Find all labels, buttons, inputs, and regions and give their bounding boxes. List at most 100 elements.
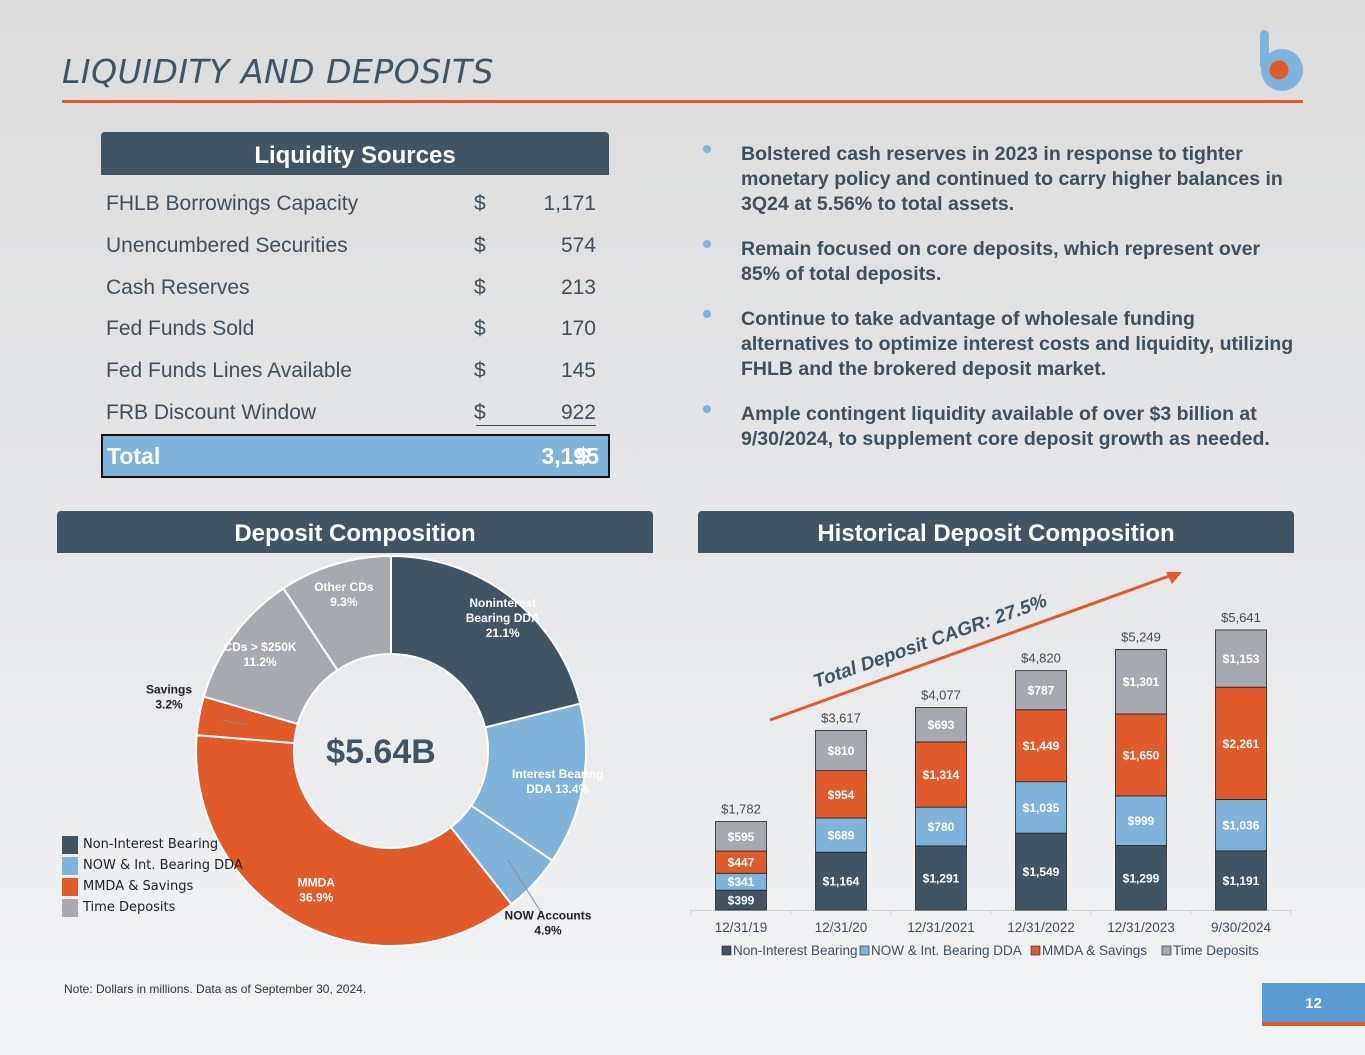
bullet-item: Bolstered cash reserves in 2023 in respo… (700, 142, 1300, 217)
bar-segment-label: $1,291 (923, 871, 960, 885)
bar-segment-label: $2,261 (1223, 737, 1260, 751)
donut-slice-label: 36.9% (299, 890, 333, 904)
legend-label: MMDA & Savings (1042, 943, 1147, 958)
bar-segment (1115, 795, 1167, 846)
donut-slice-label: DDA 13.4% (526, 782, 589, 796)
bar-segment-label: $1,153 (1223, 652, 1260, 666)
subtotal-underline (476, 425, 596, 426)
bullet-dot-icon (703, 310, 711, 318)
bullet-text: Ample contingent liquidity available of … (741, 403, 1270, 450)
page-title: LIQUIDITY AND DEPOSITS (62, 52, 495, 91)
liquidity-row: Unencumbered Securities $574 (106, 230, 596, 264)
bar-segment-label: $341 (728, 875, 755, 889)
bar-segment (915, 806, 967, 847)
legend-label: Time Deposits (83, 900, 176, 915)
row-label: FHLB Borrowings Capacity (106, 192, 359, 215)
legend-swatch (1161, 945, 1172, 956)
bar-total-label: $1,782 (721, 802, 761, 817)
bar-segment (1015, 709, 1067, 783)
page-number-rule (1262, 1022, 1365, 1026)
bar-segment-label: $1,314 (923, 768, 960, 782)
bar-segment-label: $810 (828, 744, 855, 758)
donut-slice-label: NOW Accounts (505, 909, 592, 923)
bar-segment-label: $954 (828, 788, 855, 802)
row-label: Unencumbered Securities (106, 233, 348, 257)
row-value: 574 (560, 233, 596, 257)
donut-slice-label: Interest Bearing (512, 767, 603, 781)
bar-segment-label: $1,191 (1223, 874, 1260, 888)
donut-slice-label: MMDA (298, 875, 336, 889)
row-label: FRB Discount Window (106, 401, 317, 424)
bar-segment (915, 707, 967, 743)
donut-slice-label: 11.2% (243, 655, 277, 669)
bar-total-label: $4,077 (921, 688, 961, 703)
bar-segment (815, 817, 867, 853)
legend-swatch (859, 945, 870, 956)
bar-segment-label: $1,549 (1023, 865, 1060, 879)
legend-swatch (1030, 945, 1041, 956)
donut-slice (195, 734, 513, 947)
legend-swatch (62, 857, 78, 875)
page-number: 12 (1262, 983, 1365, 1023)
bar-segment-label: $1,035 (1023, 801, 1060, 815)
legend-swatch (62, 836, 78, 854)
bullet-item: Continue to take advantage of wholesale … (700, 307, 1300, 382)
total-currency: $ (577, 443, 590, 469)
donut-center-label: $5.64B (326, 733, 436, 771)
row-currency: $ (474, 192, 486, 215)
brand-logo-icon (1260, 30, 1303, 91)
title-rule (62, 100, 1303, 103)
row-currency: $ (474, 275, 486, 299)
total-value: 3,195 (541, 443, 599, 469)
donut-slice-label: CDs > $250K (223, 640, 296, 654)
liquidity-total-row: Total $ 3,195 (101, 434, 610, 478)
bullet-item: Ample contingent liquidity available of … (700, 402, 1300, 452)
bullet-text: Remain focused on core deposits, which r… (741, 238, 1261, 285)
liquidity-row: Cash Reserves $213 (106, 272, 596, 306)
bar-segment-label: $595 (728, 830, 755, 844)
total-label: Total (107, 443, 161, 469)
cagr-arrow-line (769, 573, 1173, 722)
bar-segment-label: $399 (728, 894, 755, 908)
footnote: Note: Dollars in millions. Data as of Se… (64, 982, 367, 996)
bullet-dot-icon (703, 240, 711, 248)
bar-segment (715, 821, 767, 852)
row-value: 922 (560, 401, 596, 424)
bar-segment-label: $693 (928, 718, 955, 732)
row-value: 1,171 (543, 192, 596, 215)
summary-bullets: Bolstered cash reserves in 2023 in respo… (700, 142, 1300, 472)
x-tick-label: 12/31/2022 (1007, 920, 1075, 935)
x-tick-label: 12/31/19 (715, 920, 768, 935)
legend-label: MMDA & Savings (83, 879, 194, 894)
donut-slice-label: 3.2% (155, 698, 183, 712)
bar-segment (1015, 832, 1067, 911)
liquidity-row: FRB Discount Window $922 (106, 397, 596, 431)
bar-segment-label: $689 (828, 829, 855, 843)
bullet-item: Remain focused on core deposits, which r… (700, 237, 1300, 287)
donut-slice-label: Noninterest (469, 596, 536, 610)
legend-swatch (721, 945, 732, 956)
legend-label: Non-Interest Bearing (83, 837, 219, 852)
row-value: 213 (560, 275, 596, 299)
bar-total-label: $3,617 (821, 710, 861, 725)
bar-segment-label: $1,301 (1123, 675, 1160, 689)
bar-segment (815, 851, 867, 911)
bar-segment (1215, 629, 1267, 688)
row-currency: $ (474, 401, 486, 424)
bar-segment-label: $447 (728, 856, 755, 870)
donut-slice (469, 702, 587, 862)
bar-segment (915, 741, 967, 808)
bar-total-label: $5,641 (1221, 610, 1261, 625)
x-tick-label: 12/31/2023 (1107, 920, 1175, 935)
row-currency: $ (474, 317, 486, 341)
legend-swatch (62, 878, 78, 896)
donut-slice-label: Other CDs (314, 580, 374, 594)
donut-slice-label: 21.1% (486, 626, 520, 640)
bar-segment-label: $1,036 (1223, 819, 1260, 833)
row-label: Cash Reserves (106, 275, 250, 299)
row-value: 145 (560, 359, 596, 383)
historical-deposit-bar-chart: $399 $341 $447 $595 $1,782 12/31/19 $1,164 $689… (690, 572, 1292, 958)
cagr-annotation: Total Deposit CAGR: 27.5% (811, 591, 1050, 693)
row-label: Fed Funds Lines Available (106, 359, 352, 383)
liquidity-sources-header: Liquidity Sources (101, 132, 609, 175)
